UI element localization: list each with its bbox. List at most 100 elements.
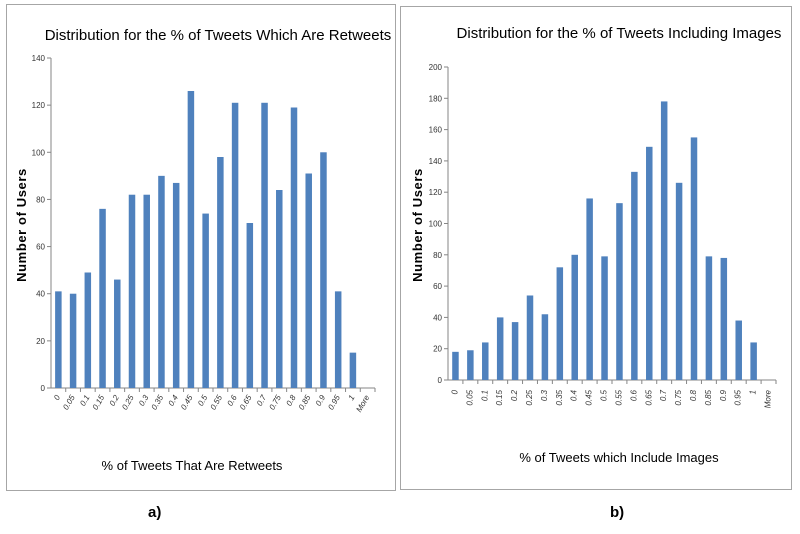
chart-b-plot-area: 0 20 40 60 80 100 120 140 160 180 200 0 0.05 0.1 0.15 0…: [429, 63, 777, 408]
chart-a-x-tick-label: 0.3: [137, 393, 151, 408]
chart-a-x-axis-title: % of Tweets That Are Retweets: [102, 458, 283, 473]
chart-a-bar: [84, 272, 92, 388]
chart-a-bar: [261, 102, 268, 389]
chart-a-y-tick-label: 40: [36, 290, 45, 299]
chart-a-x-tick-label: 0.35: [150, 393, 166, 411]
chart-a-bar: [305, 173, 312, 388]
chart-a-bar: [99, 208, 106, 388]
chart-a-x-tick-label: 0.55: [209, 393, 225, 411]
chart-b-svg: Distribution for the % of Tweets Includi…: [410, 25, 782, 465]
chart-a-bar: [128, 194, 136, 388]
chart-b-x-tick-label: 1: [749, 390, 758, 394]
chart-panel-b: Distribution for the % of Tweets Includi…: [400, 6, 792, 490]
chart-a-x-tick-label: 0.9: [314, 393, 328, 408]
chart-b-y-tick-label: 200: [429, 63, 443, 72]
chart-a-x-tick-label: 0.7: [255, 393, 269, 408]
chart-b-y-axis-title: Number of Users: [410, 168, 425, 282]
chart-b-bar: [705, 256, 713, 380]
chart-b-x-tick-label: 0.4: [570, 389, 579, 401]
chart-a-x-tick-label: 0.05: [61, 393, 77, 411]
chart-b-bar: [452, 351, 459, 380]
chart-b-bar: [631, 171, 638, 380]
chart-a-bar: [143, 194, 150, 388]
chart-b-bar: [660, 101, 668, 381]
chart-a-x-tick-label: 1: [347, 394, 357, 402]
chart-b-bar: [616, 203, 623, 380]
chart-b-y-tick-label: 40: [433, 313, 442, 322]
chart-a-bar: [334, 291, 342, 388]
chart-b-x-tick-label: More: [764, 389, 773, 408]
chart-b-x-tick-label: 0.7: [659, 389, 668, 401]
panel-label-a: a): [148, 504, 162, 521]
chart-a-title: Distribution for the % of Tweets Which A…: [45, 27, 392, 44]
chart-b-x-tick-label: 0.95: [734, 389, 743, 405]
chart-b-bar: [571, 254, 578, 380]
chart-a-bar: [290, 107, 298, 388]
chart-a-x-tick-label: 0.2: [108, 393, 122, 408]
chart-b-x-tick-label: 0.6: [629, 389, 638, 401]
chart-b-y-tick-label: 80: [433, 251, 442, 260]
chart-b-bar: [601, 256, 608, 380]
chart-a-bar: [231, 102, 239, 389]
chart-a-x-tick-label: 0.95: [326, 393, 342, 411]
chart-a-x-tick-label: 0.85: [297, 393, 313, 411]
chart-b-x-tick-label: 0.1: [480, 390, 489, 401]
chart-a-bar: [158, 175, 165, 388]
chart-b-bar: [586, 198, 593, 380]
chart-b-x-tick-label: 0.65: [644, 389, 653, 405]
chart-a-bar: [187, 91, 195, 388]
chart-b-y-tick-label: 20: [433, 345, 442, 354]
chart-b-title: Distribution for the % of Tweets Includi…: [457, 25, 782, 42]
chart-a-bar: [320, 152, 327, 388]
chart-a-x-tick-label: 0.25: [120, 393, 136, 411]
chart-panel-a: Distribution for the % of Tweets Which A…: [6, 4, 396, 491]
chart-a-svg: Distribution for the % of Tweets Which A…: [14, 27, 392, 473]
chart-a-x-tick-label: 0.65: [238, 393, 254, 411]
chart-b-x-tick-label: 0.5: [600, 389, 609, 401]
chart-b-bar: [482, 342, 489, 380]
chart-b-x-tick-label: 0.05: [465, 389, 474, 405]
chart-a-bar: [276, 190, 283, 388]
chart-a-y-tick-label: 120: [32, 101, 46, 110]
chart-a-bar: [69, 293, 77, 388]
chart-a-x-tick-label: 0.5: [196, 393, 210, 408]
chart-a-bar: [202, 213, 209, 388]
chart-a-x-tick-label: 0.8: [284, 393, 298, 408]
chart-b-x-tick-label: 0.55: [614, 389, 623, 405]
chart-a-x-tick-label: 0.45: [179, 393, 195, 411]
chart-b-bar: [511, 322, 519, 380]
chart-b-x-tick-label: 0.85: [704, 389, 713, 405]
chart-b-x-tick-label: 0.25: [525, 389, 534, 405]
chart-b-x-tick-label: 0.75: [674, 389, 683, 405]
chart-a-x-tick-label: 0.4: [167, 393, 181, 408]
chart-b-y-tick-label: 0: [438, 376, 443, 385]
chart-a-bar: [349, 352, 357, 388]
chart-b-y-tick-label: 120: [429, 188, 443, 197]
chart-b-bar: [735, 320, 742, 380]
chart-b-x-tick-label: 0.3: [540, 389, 549, 401]
chart-a-bar: [172, 182, 180, 388]
panel-label-b: b): [610, 504, 625, 521]
chart-b-x-tick-label: 0.8: [689, 389, 698, 401]
chart-a-x-tick-label: 0.6: [225, 393, 239, 408]
chart-b-x-tick-label: 0.15: [495, 389, 504, 405]
chart-a-y-axis-title: Number of Users: [14, 168, 29, 282]
chart-a-bar: [55, 291, 62, 388]
chart-a-y-tick-label: 140: [32, 54, 46, 63]
chart-a-x-tick-label: 0.1: [78, 394, 91, 408]
chart-a-y-tick-label: 80: [36, 195, 45, 204]
chart-b-bar: [556, 267, 564, 380]
chart-b-x-tick-label: 0.2: [510, 389, 519, 401]
chart-b-x-tick-label: 0: [450, 389, 459, 394]
chart-b-x-tick-label: 0.35: [555, 389, 564, 405]
chart-b-y-tick-label: 160: [429, 126, 443, 135]
chart-b-bar: [496, 317, 504, 380]
chart-b-x-tick-label: 0.45: [585, 389, 594, 405]
chart-a-y-tick-label: 0: [41, 384, 46, 393]
chart-a-y-tick-label: 20: [36, 337, 45, 346]
chart-a-x-tick-label: 0: [52, 393, 62, 402]
chart-b-bar: [526, 295, 534, 380]
chart-b-x-tick-label: 0.9: [719, 389, 728, 401]
chart-b-y-tick-label: 180: [429, 94, 443, 103]
